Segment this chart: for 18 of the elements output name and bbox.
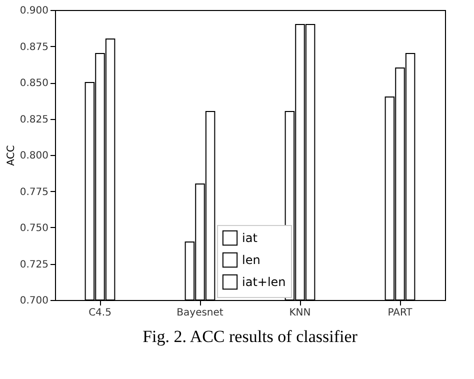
x-tick-label: Bayesnet: [176, 308, 224, 318]
y-tick-label: 0.900: [20, 6, 48, 16]
legend-label: iat: [242, 231, 258, 245]
y-tick-label: 0.775: [20, 186, 48, 198]
y-tick-label: 0.725: [20, 259, 48, 270]
x-tick-label: PART: [388, 308, 414, 318]
y-tick-label: 0.825: [20, 114, 48, 126]
caption: Fig. 2. ACC results of classifier: [142, 327, 358, 346]
legend-label: iat+len: [242, 275, 286, 289]
y-tick-label: 0.875: [20, 42, 48, 53]
y-tick-label: 0.700: [20, 296, 48, 306]
legend-label: len: [242, 253, 260, 267]
y-tick-label: 0.800: [20, 150, 48, 162]
y-axis-title: ACC: [6, 145, 17, 166]
x-tick-label: KNN: [289, 308, 311, 318]
x-tick-label: C4.5: [88, 308, 112, 318]
y-tick-label: 0.850: [20, 78, 48, 89]
y-tick-label: 0.750: [20, 223, 48, 234]
